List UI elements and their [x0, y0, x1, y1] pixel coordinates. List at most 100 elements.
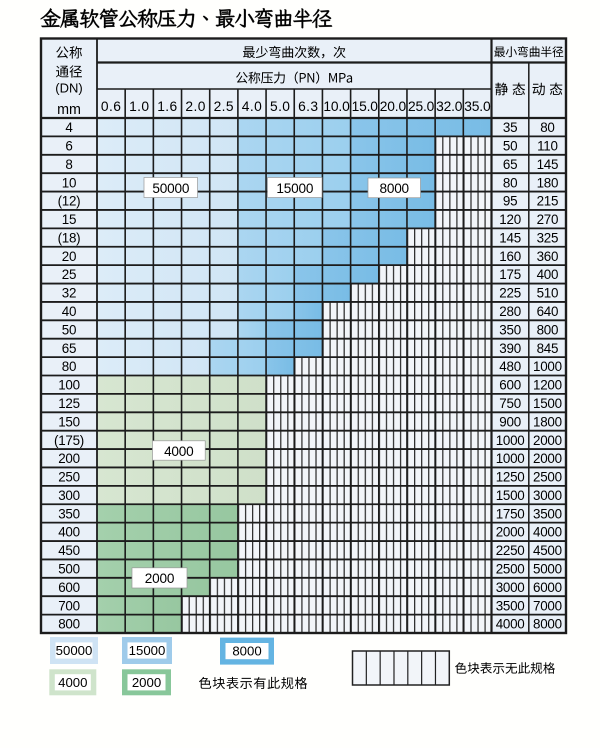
svg-text:2250: 2250: [496, 543, 525, 558]
svg-text:640: 640: [537, 304, 559, 319]
svg-text:4: 4: [65, 120, 73, 135]
svg-text:160: 160: [499, 249, 521, 264]
svg-text:280: 280: [499, 304, 521, 319]
svg-text:750: 750: [499, 396, 521, 411]
svg-text:800: 800: [537, 322, 559, 337]
svg-text:175: 175: [499, 267, 521, 282]
svg-text:25: 25: [62, 267, 76, 282]
svg-text:3000: 3000: [496, 580, 525, 595]
svg-text:2000: 2000: [533, 433, 562, 448]
svg-text:510: 510: [537, 286, 559, 301]
svg-text:350: 350: [58, 506, 80, 521]
svg-text:50000: 50000: [152, 181, 189, 196]
svg-text:400: 400: [537, 267, 559, 282]
svg-text:1500: 1500: [496, 488, 525, 503]
svg-text:2000: 2000: [132, 675, 161, 690]
svg-text:(DN): (DN): [55, 80, 82, 95]
svg-text:845: 845: [537, 341, 559, 356]
svg-text:32.0: 32.0: [436, 99, 463, 114]
svg-text:125: 125: [58, 396, 80, 411]
svg-text:15: 15: [62, 212, 76, 227]
svg-text:110: 110: [537, 139, 558, 154]
svg-text:95: 95: [503, 194, 517, 209]
svg-text:1.0: 1.0: [129, 99, 149, 114]
svg-text:2.5: 2.5: [214, 99, 234, 114]
svg-text:10: 10: [62, 175, 76, 190]
svg-text:180: 180: [537, 175, 559, 190]
svg-text:500: 500: [58, 562, 80, 577]
svg-text:6: 6: [65, 139, 72, 154]
svg-text:5000: 5000: [533, 562, 562, 577]
svg-text:2000: 2000: [496, 525, 525, 540]
svg-text:450: 450: [58, 543, 80, 558]
svg-text:3500: 3500: [496, 598, 525, 613]
svg-text:8000: 8000: [379, 181, 409, 196]
svg-text:150: 150: [58, 414, 80, 429]
svg-text:270: 270: [537, 212, 559, 227]
svg-text:2.0: 2.0: [185, 99, 205, 114]
svg-text:100: 100: [58, 378, 80, 393]
svg-text:mm: mm: [57, 102, 81, 118]
svg-text:4.0: 4.0: [242, 99, 262, 114]
svg-text:(18): (18): [58, 231, 81, 246]
svg-text:35: 35: [503, 120, 517, 135]
svg-text:200: 200: [58, 451, 80, 466]
svg-text:10.0: 10.0: [323, 99, 350, 114]
svg-text:2500: 2500: [496, 562, 525, 577]
svg-text:15000: 15000: [129, 643, 166, 658]
svg-text:350: 350: [499, 322, 521, 337]
svg-text:40: 40: [62, 304, 76, 319]
svg-text:145: 145: [537, 157, 559, 172]
svg-text:4000: 4000: [533, 525, 562, 540]
svg-text:225: 225: [499, 286, 521, 301]
svg-text:1000: 1000: [496, 433, 525, 448]
svg-text:300: 300: [58, 488, 80, 503]
svg-text:700: 700: [58, 598, 80, 613]
svg-text:80: 80: [62, 359, 76, 374]
svg-text:65: 65: [62, 341, 76, 356]
svg-text:8000: 8000: [232, 644, 261, 659]
svg-text:4000: 4000: [164, 444, 194, 459]
svg-text:7000: 7000: [533, 598, 562, 613]
svg-text:20: 20: [62, 249, 76, 264]
svg-text:50: 50: [62, 322, 76, 337]
svg-text:1200: 1200: [533, 378, 562, 393]
svg-text:32: 32: [62, 286, 76, 301]
svg-text:3000: 3000: [533, 488, 562, 503]
svg-text:1750: 1750: [496, 506, 525, 521]
svg-text:50000: 50000: [56, 643, 93, 658]
svg-text:80: 80: [540, 120, 554, 135]
svg-text:5.0: 5.0: [270, 99, 290, 114]
svg-text:0.6: 0.6: [101, 99, 121, 114]
svg-text:20.0: 20.0: [380, 99, 407, 114]
svg-text:2500: 2500: [533, 470, 562, 485]
svg-text:215: 215: [537, 194, 559, 209]
svg-text:8: 8: [65, 157, 72, 172]
svg-text:6000: 6000: [533, 580, 562, 595]
svg-text:35.0: 35.0: [464, 99, 491, 114]
svg-text:3500: 3500: [533, 506, 562, 521]
svg-text:1800: 1800: [533, 414, 562, 429]
svg-text:325: 325: [537, 231, 559, 246]
svg-text:145: 145: [499, 231, 521, 246]
svg-text:80: 80: [503, 175, 517, 190]
svg-text:15.0: 15.0: [352, 99, 379, 114]
svg-text:6.3: 6.3: [298, 99, 318, 114]
svg-text:1500: 1500: [533, 396, 562, 411]
svg-text:480: 480: [499, 359, 521, 374]
svg-text:1.6: 1.6: [157, 99, 177, 114]
svg-text:65: 65: [503, 157, 517, 172]
svg-text:4000: 4000: [496, 617, 525, 632]
svg-text:800: 800: [58, 617, 80, 632]
svg-text:(175): (175): [54, 433, 84, 448]
svg-text:390: 390: [499, 341, 521, 356]
svg-text:15000: 15000: [276, 181, 313, 196]
svg-text:1250: 1250: [496, 470, 525, 485]
svg-text:25.0: 25.0: [408, 99, 435, 114]
svg-text:250: 250: [58, 470, 80, 485]
svg-text:900: 900: [499, 414, 521, 429]
svg-text:600: 600: [499, 378, 521, 393]
svg-text:2000: 2000: [533, 451, 562, 466]
svg-text:600: 600: [58, 580, 80, 595]
svg-text:2000: 2000: [145, 571, 175, 586]
